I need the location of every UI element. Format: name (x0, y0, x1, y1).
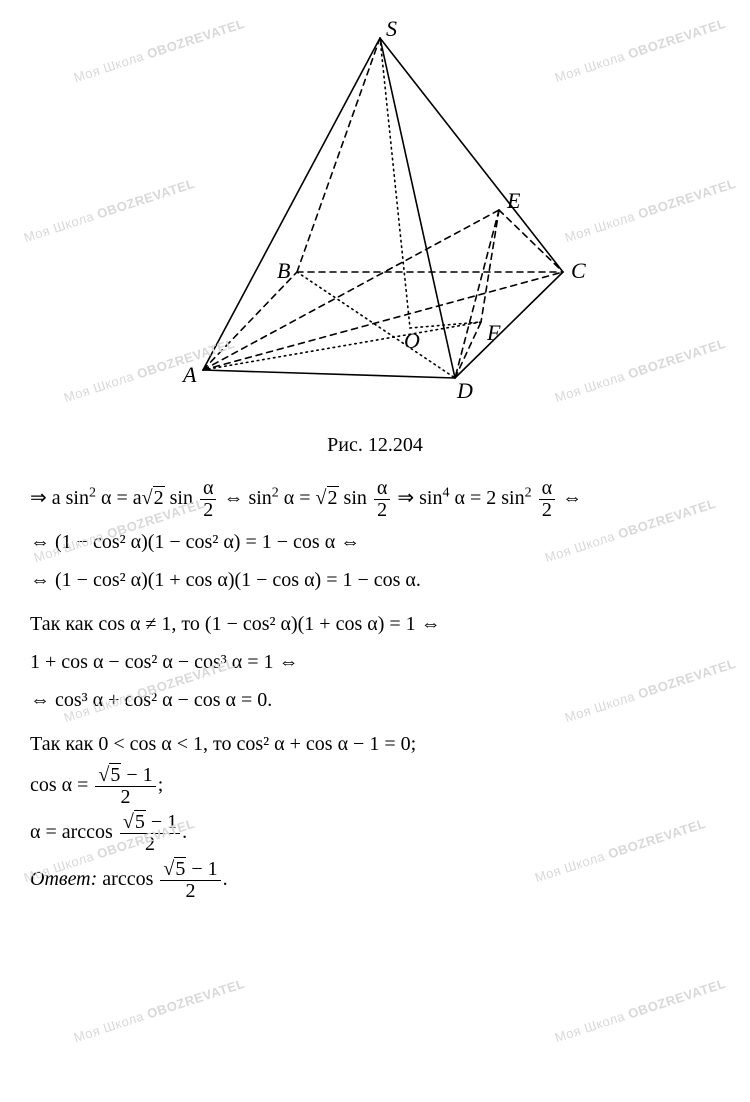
alpha-value: α = arccos √5 − 12. (30, 812, 720, 855)
answer-line: Ответ: arccos √5 − 12. (30, 859, 720, 902)
watermark: OBOZREVATEL (626, 976, 727, 1022)
watermark: Моя Школа (553, 1008, 627, 1045)
math-line-5: ⇔ cos³ α + cos² α − cos α = 0. (30, 683, 720, 717)
figure-caption: Рис. 12.204 (30, 428, 720, 462)
svg-text:E: E (506, 188, 521, 213)
pyramid-figure: S A B C D E F O (30, 20, 720, 420)
paragraph-2: Так как 0 < cos α < 1, то cos² α + cos α… (30, 727, 720, 761)
svg-text:S: S (386, 20, 397, 41)
svg-text:A: A (181, 362, 197, 387)
math-line-4: 1 + cos α − cos² α − cos³ α = 1 ⇔ (30, 645, 720, 679)
svg-text:D: D (456, 378, 473, 403)
math-line-2: ⇔ (1 − cos² α)(1 − cos² α) = 1 − cos α ⇔ (30, 525, 720, 559)
math-line-1: ⇒ a sin2 α = a2 sin α2 ⇔ sin2 α = 2 sin … (30, 478, 720, 521)
svg-text:C: C (571, 258, 586, 283)
math-line-3: ⇔ (1 − cos² α)(1 + cos α)(1 − cos α) = 1… (30, 563, 720, 597)
cos-alpha-value: cos α = √5 − 12; (30, 765, 720, 808)
svg-text:O: O (404, 328, 420, 353)
watermark: Моя Школа (72, 1008, 146, 1045)
paragraph-1: Так как cos α ≠ 1, то (1 − cos² α)(1 + c… (30, 607, 720, 641)
watermark: OBOZREVATEL (145, 976, 246, 1022)
svg-text:F: F (486, 320, 501, 345)
svg-text:B: B (277, 258, 290, 283)
